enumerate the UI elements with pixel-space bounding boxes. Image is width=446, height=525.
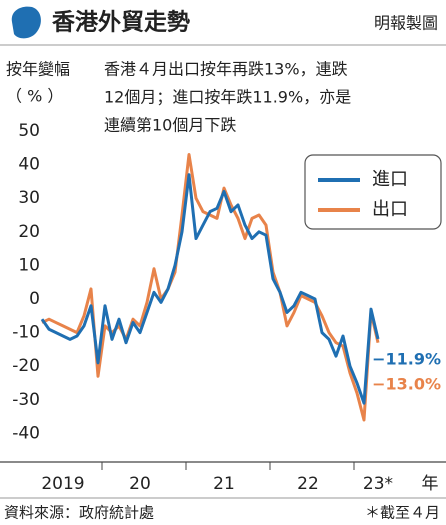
y-tick-label: -10 (12, 323, 40, 343)
y-tick-label: -30 (12, 390, 40, 410)
footnote: ＊截至４月 (365, 504, 440, 522)
y-tick-label: 20 (18, 222, 40, 242)
x-tick-label: 23* (363, 474, 393, 494)
legend-label: 出口 (372, 199, 408, 220)
x-tick-label: 22 (297, 474, 319, 494)
y-axis-label: 按年變幅 (6, 60, 70, 79)
x-tick-label: 21 (213, 474, 235, 494)
annotation: 12個月；進口按年跌11.9%，亦是 (104, 88, 351, 107)
x-tick-label: 20 (129, 474, 151, 494)
x-tick-label: 2019 (41, 474, 84, 494)
y-tick-label: -40 (12, 423, 40, 443)
line-series (41, 153, 380, 422)
x-axis-label: 年 (422, 474, 439, 494)
y-tick-label: 40 (18, 155, 40, 175)
legend-label: 進口 (372, 169, 408, 190)
annotation: 連續第10個月下跌 (104, 116, 236, 135)
line-series (40, 173, 380, 405)
y-tick-label: 0 (29, 289, 40, 309)
value-label: −13.0% (372, 375, 441, 394)
y-tick-label: -20 (12, 356, 40, 376)
y-tick-label: 50 (18, 121, 40, 141)
value-label: −11.9% (372, 350, 441, 369)
title-icon (11, 6, 41, 39)
source: 資料來源：政府統計處 (4, 504, 154, 522)
chart-title: 香港外貿走勢 (52, 9, 190, 36)
y-tick-label: 10 (18, 255, 40, 275)
credit: 明報製圖 (374, 14, 438, 33)
y-tick-label: 30 (18, 188, 40, 208)
y-axis-label: （ % ） (6, 87, 63, 106)
annotation: 香港４月出口按年再跌13%，連跌 (104, 60, 348, 79)
